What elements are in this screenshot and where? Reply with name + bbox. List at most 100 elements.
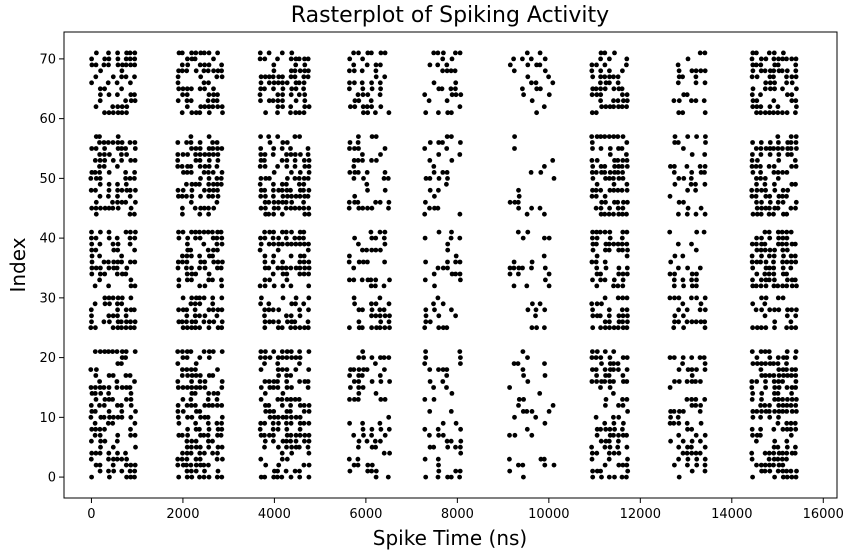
spike-point: [602, 62, 608, 68]
spike-point: [458, 361, 463, 366]
spike-point: [616, 462, 622, 468]
spike-point: [432, 193, 437, 199]
spike-point: [347, 420, 352, 426]
spike-point: [297, 205, 302, 211]
spike-point: [684, 397, 690, 402]
spike-point: [356, 391, 362, 396]
spike-point: [671, 355, 677, 360]
spike-point: [546, 409, 552, 414]
spike-point: [280, 92, 285, 98]
spike-point: [106, 62, 111, 68]
spike-point: [767, 468, 773, 474]
spike-point: [306, 68, 311, 74]
spike-point: [758, 68, 764, 74]
spike-point: [612, 170, 617, 175]
spike-point: [784, 229, 790, 235]
spike-point: [671, 170, 677, 175]
spike-point: [128, 414, 134, 420]
spike-point: [590, 307, 595, 313]
spike-point: [92, 283, 98, 289]
spike-point: [262, 259, 268, 265]
spike-point: [206, 193, 212, 199]
spike-point: [271, 438, 276, 444]
spike-point: [377, 295, 383, 301]
spike-point: [302, 211, 308, 217]
spike-point: [356, 355, 362, 360]
spike-point: [788, 259, 794, 265]
spike-point: [607, 170, 613, 175]
spike-point: [611, 391, 616, 396]
spike-point: [123, 199, 129, 205]
spike-point: [128, 283, 134, 289]
spike-point: [593, 110, 599, 116]
spike-point: [525, 355, 530, 360]
spike-point: [351, 50, 356, 56]
spike-point: [346, 199, 352, 205]
spike-point: [89, 259, 95, 265]
spike-point: [302, 438, 307, 444]
spike-point: [594, 349, 600, 354]
spike-point: [685, 187, 690, 193]
spike-point: [284, 432, 290, 438]
spike-point: [115, 241, 121, 247]
spike-point: [258, 367, 264, 372]
spike-point: [206, 92, 212, 98]
spike-point: [257, 181, 263, 187]
spike-point: [306, 295, 312, 301]
spike-point: [97, 403, 102, 408]
spike-point: [590, 235, 595, 241]
spike-point: [215, 450, 220, 456]
spike-point: [128, 62, 134, 68]
spike-point: [210, 295, 216, 301]
spike-point: [624, 211, 629, 217]
spike-point: [619, 235, 625, 241]
spike-point: [115, 193, 120, 199]
spike-point: [667, 295, 673, 301]
spike-point: [750, 432, 755, 438]
spike-point: [616, 403, 621, 408]
spike-point: [184, 170, 190, 175]
spike-point: [373, 62, 379, 68]
spike-point: [198, 462, 203, 468]
spike-point: [301, 253, 307, 259]
spike-point: [611, 86, 617, 92]
spike-point: [215, 265, 220, 271]
spike-point: [373, 283, 378, 289]
spike-point: [369, 355, 375, 360]
spike-point: [431, 50, 437, 56]
spike-point: [351, 62, 357, 68]
spike-point: [753, 193, 759, 199]
spike-point: [386, 199, 392, 205]
spike-point: [511, 265, 517, 271]
spike-point: [685, 265, 690, 271]
spike-point: [115, 403, 120, 408]
spike-point: [132, 247, 138, 253]
spike-point: [110, 241, 116, 247]
spike-point: [189, 319, 195, 325]
spike-point: [127, 140, 133, 145]
spike-point: [759, 241, 764, 247]
spike-point: [175, 164, 181, 169]
spike-point: [781, 373, 786, 378]
spike-point: [214, 403, 220, 408]
spike-point: [101, 164, 107, 169]
spike-point: [210, 438, 215, 444]
spike-point: [775, 295, 781, 301]
spike-point: [206, 319, 212, 325]
spike-point: [758, 170, 763, 175]
spike-point: [788, 253, 794, 259]
spike-point: [115, 104, 121, 110]
spike-point: [179, 62, 185, 68]
spike-point: [668, 164, 673, 169]
spike-point: [780, 235, 786, 241]
spike-point: [132, 349, 138, 354]
spike-point: [680, 110, 686, 116]
spike-point: [422, 397, 428, 402]
spike-point: [271, 241, 277, 247]
spike-point: [280, 414, 286, 420]
spike-point: [211, 391, 217, 396]
spike-point: [775, 176, 781, 181]
spike-point: [589, 450, 595, 456]
spike-point: [283, 205, 289, 211]
spike-point: [780, 146, 785, 151]
